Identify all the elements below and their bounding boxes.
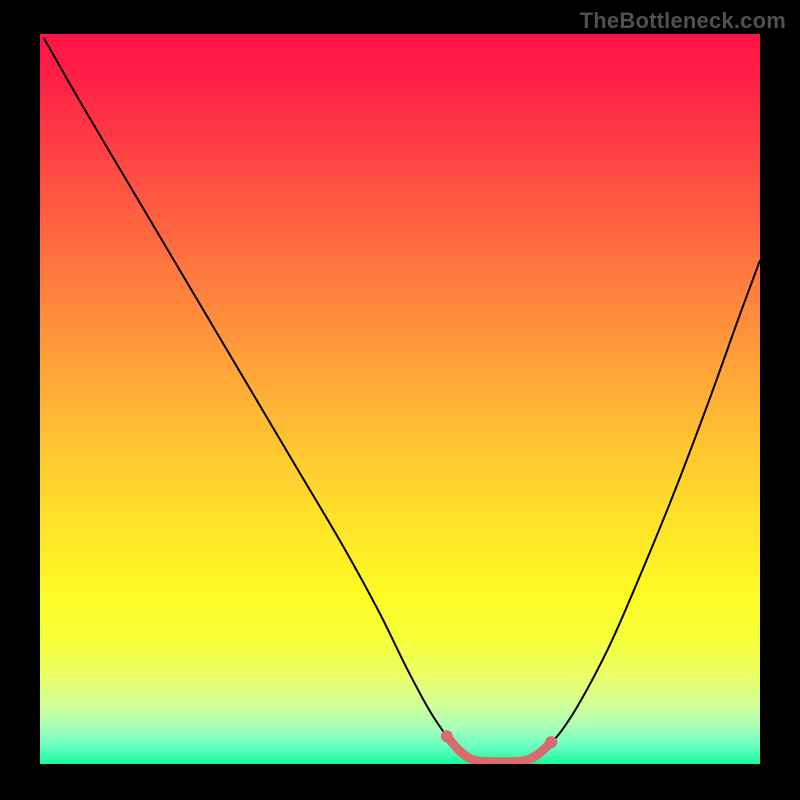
bottleneck-curve [44, 38, 760, 762]
highlight-endpoint [441, 730, 453, 742]
highlight-endpoint [545, 736, 557, 748]
optimal-range-highlight [447, 736, 551, 762]
frame: TheBottleneck.com [0, 0, 800, 800]
watermark: TheBottleneck.com [580, 8, 786, 34]
curve-svg [40, 34, 760, 764]
plot-area [40, 34, 760, 764]
